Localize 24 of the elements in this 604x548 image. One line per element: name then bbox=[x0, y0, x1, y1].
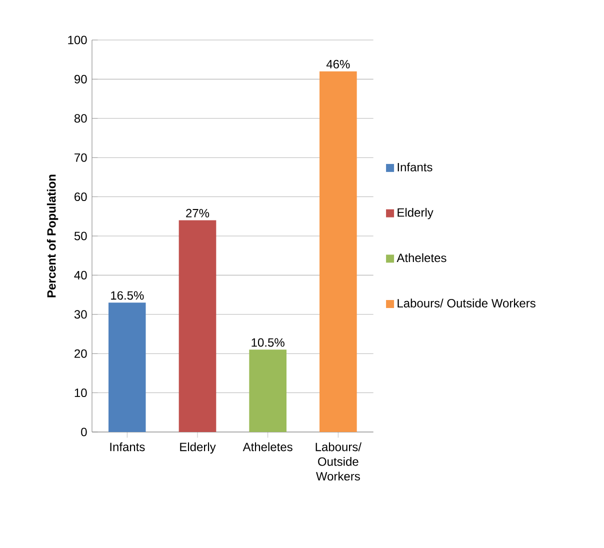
x-tick-label: Labours/ Outside Workers bbox=[316, 442, 362, 481]
annotation: 10.5% bbox=[252, 338, 284, 347]
y-tick-label: 10 bbox=[74, 388, 87, 398]
y-tick-label: 90 bbox=[74, 74, 87, 84]
y-tick-label: 100 bbox=[68, 36, 87, 44]
y-tick-label: 80 bbox=[74, 114, 87, 123]
annotation: 27% bbox=[186, 208, 210, 218]
y-tick-label: 60 bbox=[74, 192, 87, 202]
y-tick-label: 50 bbox=[74, 232, 87, 240]
y-tick-label: 30 bbox=[74, 310, 87, 319]
y-tick-label: 40 bbox=[74, 270, 87, 280]
y-axis-title: Percent of Population bbox=[46, 174, 58, 298]
y-tick-label: 70 bbox=[74, 153, 87, 162]
legend-label: Elderly bbox=[398, 208, 434, 220]
legend-label: Atheletes bbox=[396, 253, 446, 262]
annotation: 46% bbox=[326, 60, 350, 68]
y-tick-label: 20 bbox=[74, 349, 87, 358]
annotation: 16.5% bbox=[111, 291, 144, 300]
legend-label: Labours/ Outside Workers bbox=[398, 298, 536, 308]
x-tick-label: Infants bbox=[110, 442, 145, 452]
x-tick-label: Elderly bbox=[180, 442, 216, 454]
x-tick-label: Atheletes bbox=[242, 442, 292, 452]
legend-label: Infants bbox=[398, 162, 432, 172]
y-tick-label: 0 bbox=[81, 428, 87, 436]
